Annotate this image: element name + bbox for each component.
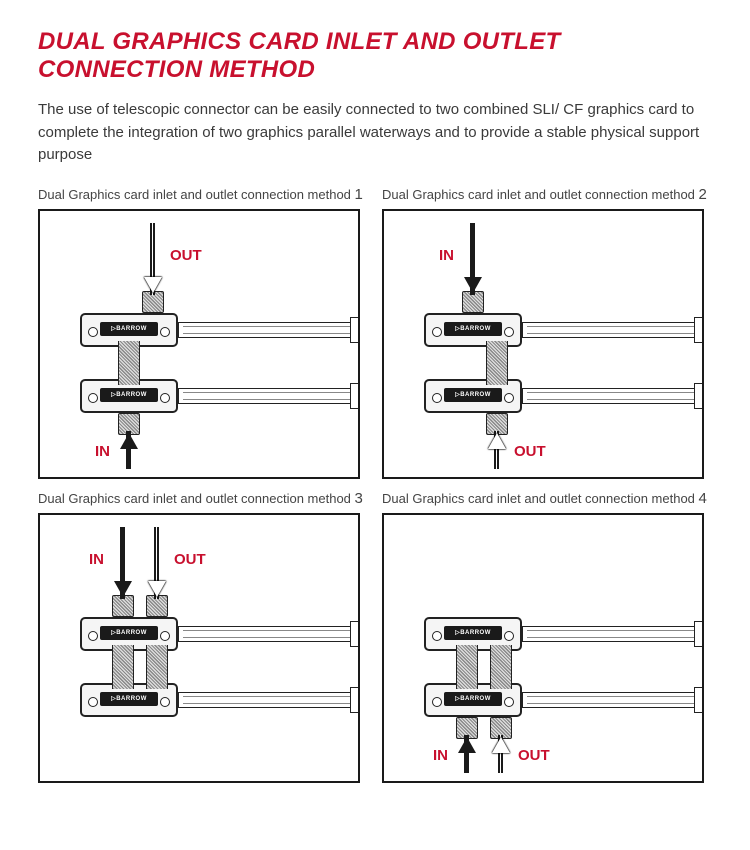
gpu-endcap bbox=[350, 687, 360, 713]
bridge-connector bbox=[118, 341, 140, 385]
diagram-cell: Dual Graphics card inlet and outlet conn… bbox=[38, 185, 368, 479]
panel-caption: Dual Graphics card inlet and outlet conn… bbox=[38, 489, 368, 509]
arrow-icon bbox=[148, 581, 166, 597]
arrow-icon bbox=[492, 737, 510, 753]
diagram-panel: ▷BARROW ▷BARROW OUT IN bbox=[38, 209, 360, 479]
gpu-card: ▷BARROW bbox=[384, 611, 702, 657]
diagram-panel: ▷BARROW ▷BARROW IN OUT bbox=[38, 513, 360, 783]
gpu-endcap bbox=[350, 621, 360, 647]
gpu-pcb bbox=[522, 692, 704, 708]
gpu-card: ▷BARROW bbox=[384, 373, 702, 419]
out-label: OUT bbox=[174, 551, 206, 568]
gpu-card: ▷BARROW bbox=[40, 373, 358, 419]
arrow-icon bbox=[120, 433, 138, 449]
gpu-endcap bbox=[350, 317, 360, 343]
diagram-cell: Dual Graphics card inlet and outlet conn… bbox=[38, 489, 368, 783]
in-label: IN bbox=[433, 747, 448, 764]
diagram-cell: Dual Graphics card inlet and outlet conn… bbox=[382, 489, 712, 783]
arrow-icon bbox=[458, 737, 476, 753]
brand-logo: ▷BARROW bbox=[444, 322, 502, 336]
panel-caption: Dual Graphics card inlet and outlet conn… bbox=[382, 185, 712, 205]
page-title: DUAL GRAPHICS CARD INLET AND OUTLET CONN… bbox=[38, 28, 712, 83]
gpu-pcb bbox=[178, 388, 360, 404]
diagram-panel: ▷BARROW ▷BARROW IN OUT bbox=[382, 513, 704, 783]
out-label: OUT bbox=[514, 443, 546, 460]
gpu-pcb bbox=[178, 626, 360, 642]
gpu-pcb bbox=[178, 322, 360, 338]
gpu-card: ▷BARROW bbox=[40, 307, 358, 353]
gpu-endcap bbox=[350, 383, 360, 409]
bridge-connector bbox=[146, 645, 168, 689]
bridge-connector bbox=[490, 645, 512, 689]
brand-logo: ▷BARROW bbox=[444, 626, 502, 640]
gpu-pcb bbox=[522, 322, 704, 338]
arrow-icon bbox=[464, 277, 482, 293]
bridge-connector bbox=[456, 645, 478, 689]
gpu-pcb bbox=[522, 388, 704, 404]
out-label: OUT bbox=[170, 247, 202, 264]
bridge-connector bbox=[486, 341, 508, 385]
diagram-panel: ▷BARROW ▷BARROW IN OUT bbox=[382, 209, 704, 479]
gpu-card: ▷BARROW bbox=[40, 677, 358, 723]
panel-caption: Dual Graphics card inlet and outlet conn… bbox=[382, 489, 712, 509]
in-label: IN bbox=[89, 551, 104, 568]
gpu-card: ▷BARROW bbox=[384, 677, 702, 723]
diagram-grid: Dual Graphics card inlet and outlet conn… bbox=[38, 185, 712, 784]
brand-logo: ▷BARROW bbox=[100, 626, 158, 640]
gpu-endcap bbox=[694, 317, 704, 343]
arrow-icon bbox=[114, 581, 132, 597]
gpu-endcap bbox=[694, 621, 704, 647]
bridge-connector bbox=[112, 645, 134, 689]
gpu-card: ▷BARROW bbox=[384, 307, 702, 353]
brand-logo: ▷BARROW bbox=[444, 388, 502, 402]
brand-logo: ▷BARROW bbox=[100, 692, 158, 706]
brand-logo: ▷BARROW bbox=[100, 388, 158, 402]
gpu-endcap bbox=[694, 687, 704, 713]
brand-logo: ▷BARROW bbox=[100, 322, 158, 336]
in-label: IN bbox=[95, 443, 110, 460]
arrow-icon bbox=[488, 433, 506, 449]
arrow-icon bbox=[144, 277, 162, 293]
diagram-cell: Dual Graphics card inlet and outlet conn… bbox=[382, 185, 712, 479]
gpu-card: ▷BARROW bbox=[40, 611, 358, 657]
out-label: OUT bbox=[518, 747, 550, 764]
gpu-pcb bbox=[522, 626, 704, 642]
in-label: IN bbox=[439, 247, 454, 264]
brand-logo: ▷BARROW bbox=[444, 692, 502, 706]
gpu-endcap bbox=[694, 383, 704, 409]
description: The use of telescopic connector can be e… bbox=[38, 99, 712, 167]
panel-caption: Dual Graphics card inlet and outlet conn… bbox=[38, 185, 368, 205]
gpu-pcb bbox=[178, 692, 360, 708]
